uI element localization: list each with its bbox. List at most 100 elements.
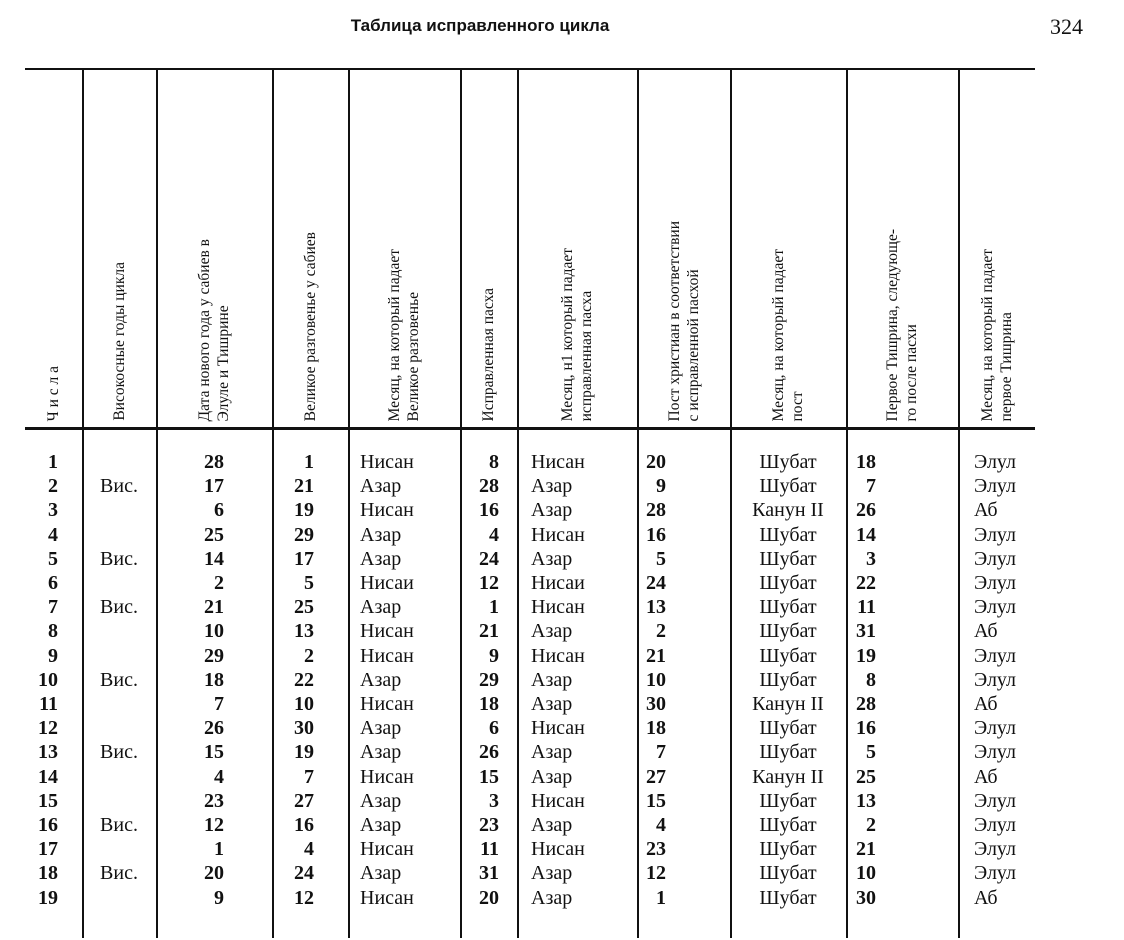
table-top-rule bbox=[25, 68, 1035, 70]
table-cell: 28 bbox=[646, 499, 666, 522]
table-cell: 15 bbox=[204, 741, 224, 764]
table-cell: 4 bbox=[48, 523, 58, 546]
table-cell: Нисан bbox=[360, 886, 414, 909]
column-header: Дата нового года у сабиев в Элуле и Тишри… bbox=[156, 76, 272, 421]
table-cell: Азар bbox=[531, 862, 573, 885]
table-cell: 16 bbox=[856, 717, 876, 740]
table-cell: 26 bbox=[479, 741, 499, 764]
column-divider bbox=[846, 70, 848, 938]
table-cell: 25 bbox=[856, 765, 876, 788]
table-cell: Шубат bbox=[759, 572, 817, 594]
table-cell: Элул bbox=[974, 572, 1017, 594]
table-cell: Аб bbox=[974, 499, 998, 522]
column-divider bbox=[348, 70, 350, 938]
table-cell: Элул bbox=[974, 523, 1017, 546]
table-cell: 27 bbox=[646, 765, 666, 788]
table-cell: 30 bbox=[294, 717, 314, 740]
column-header-line: Дата нового года у сабиев в bbox=[196, 238, 213, 421]
table-cell: 19 bbox=[38, 886, 58, 909]
table-cell: Шубат bbox=[759, 814, 817, 836]
table-cell: 30 bbox=[856, 886, 876, 909]
table-cell: 11 bbox=[39, 693, 58, 715]
table-cell: Азар bbox=[531, 620, 573, 643]
table-cell: 4 bbox=[304, 838, 314, 861]
table-cell: 27 bbox=[294, 789, 314, 812]
column-header-line: Пост христиан в соответствии bbox=[665, 220, 683, 421]
table-cell: Канун II bbox=[752, 693, 824, 715]
table-cell: 17 bbox=[38, 838, 58, 861]
table-cell: Шубат bbox=[759, 789, 817, 812]
column-header-line: Великое разговенье у сабиев bbox=[301, 231, 319, 421]
table-cell: 23 bbox=[204, 789, 224, 812]
table-cell: Шубат bbox=[759, 741, 817, 764]
column-header: Пост христиан в соответствии с исправленн… bbox=[637, 76, 730, 421]
column-divider bbox=[460, 70, 462, 938]
table-cell: Азар bbox=[360, 596, 402, 619]
table-cell: 10 bbox=[294, 693, 314, 715]
table-cell: 21 bbox=[294, 475, 314, 498]
table-cell: Нисан bbox=[360, 644, 414, 667]
table-cell: 18 bbox=[38, 862, 58, 885]
table-cell: Азар bbox=[360, 547, 402, 570]
table-cell: 19 bbox=[294, 741, 314, 764]
table-cell: Азар bbox=[360, 717, 402, 740]
column-header-line: первое Тишрина bbox=[997, 311, 1015, 421]
page-number: 324 bbox=[1050, 14, 1083, 39]
table-cell: 12 bbox=[38, 717, 58, 740]
column-header-line: Исправленная пасха bbox=[480, 287, 497, 421]
table-cell: 11 bbox=[480, 838, 499, 861]
table-cell: 3 bbox=[866, 547, 876, 570]
table-cell: Нисан bbox=[360, 451, 414, 473]
table-cell: 19 bbox=[856, 644, 876, 667]
table-cell: Нисан bbox=[360, 499, 414, 522]
column-header: Исправленная пасха bbox=[460, 76, 517, 421]
table-cell: 26 bbox=[856, 499, 876, 522]
table-cell: Аб bbox=[974, 693, 998, 715]
table-cell: 3 bbox=[48, 499, 58, 522]
table-cell: 20 bbox=[204, 862, 224, 885]
table-cell: 16 bbox=[294, 814, 314, 836]
table-cell: Вис. bbox=[100, 814, 138, 836]
table-cell: 10 bbox=[646, 668, 666, 691]
table-cell: Вис. bbox=[100, 596, 138, 619]
table-cell: Азар bbox=[360, 475, 402, 498]
table-cell: 13 bbox=[294, 620, 314, 643]
table-cell: 12 bbox=[294, 886, 314, 909]
table-cell: Элул bbox=[974, 741, 1017, 764]
table-cell: Элул bbox=[974, 596, 1017, 619]
table-cell: Элул bbox=[974, 644, 1017, 667]
table-cell: 16 bbox=[646, 523, 666, 546]
table-cell: 16 bbox=[479, 499, 499, 522]
table-cell: 22 bbox=[294, 668, 314, 691]
table-cell: 13 bbox=[38, 741, 58, 764]
column-header-line: Великое разговенье bbox=[405, 291, 422, 421]
table-cell: 17 bbox=[204, 475, 224, 498]
table-cell: Шубат bbox=[759, 475, 817, 498]
table-cell: Аб bbox=[974, 765, 998, 788]
table-cell: 15 bbox=[646, 789, 666, 812]
table-cell: 21 bbox=[646, 644, 666, 667]
table-cell: 26 bbox=[204, 717, 224, 740]
column-divider bbox=[156, 70, 158, 938]
table-cell: 19 bbox=[294, 499, 314, 522]
table-cell: Канун II bbox=[752, 499, 824, 522]
column-header-line: го после пасхи bbox=[903, 323, 920, 421]
table-cell: Шубат bbox=[759, 668, 817, 691]
table-cell: 17 bbox=[294, 547, 314, 570]
table-cell: 2 bbox=[48, 475, 58, 498]
table-cell: Элул bbox=[974, 789, 1017, 812]
column-header: Великое разговенье у сабиев bbox=[272, 76, 348, 421]
table-cell: Элул bbox=[974, 862, 1017, 885]
column-header: Високосные годы цикла bbox=[82, 76, 156, 421]
table-cell: Азар bbox=[531, 547, 573, 570]
column-header: Месяц, на который падает Великое разговен… bbox=[348, 76, 460, 421]
table-cell: Нисан bbox=[531, 717, 585, 740]
table-cell: 7 bbox=[214, 693, 224, 715]
column-header-line: Первое Тишрина, следующе- bbox=[884, 228, 901, 422]
table-cell: 25 bbox=[294, 596, 314, 619]
table-cell: Нисан bbox=[360, 838, 414, 861]
table-cell: 21 bbox=[479, 620, 499, 643]
table-cell: Азар bbox=[360, 814, 402, 836]
table-cell: 11 bbox=[857, 596, 876, 619]
table-cell: 5 bbox=[656, 547, 666, 570]
